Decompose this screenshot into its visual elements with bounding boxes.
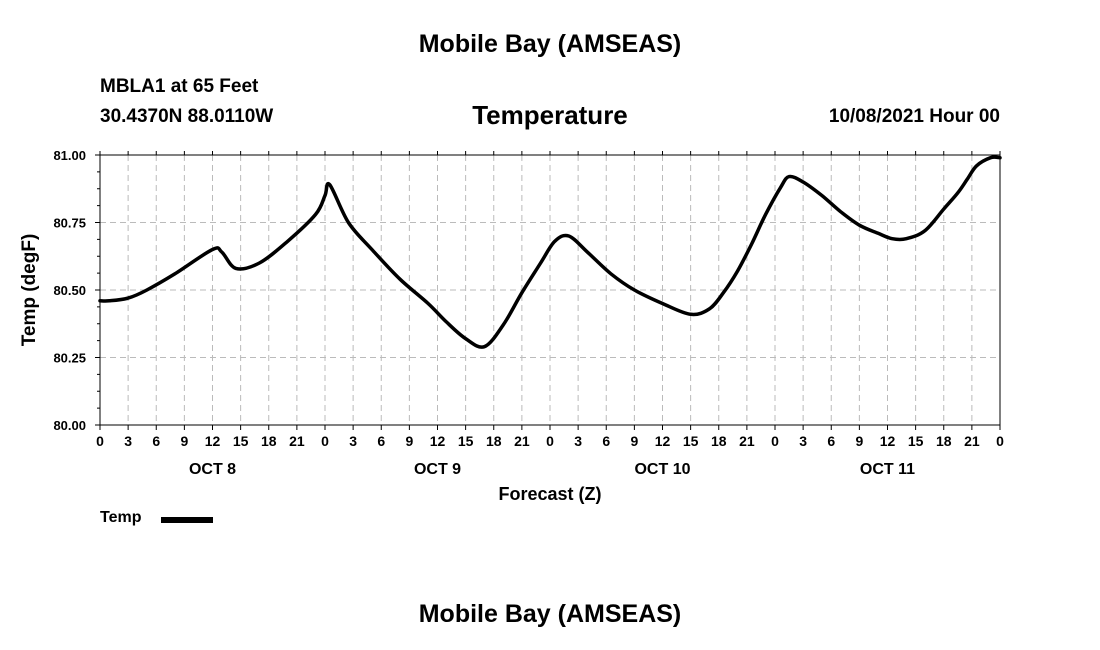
chart-title: Temperature (472, 100, 628, 130)
x-tick-label: 21 (289, 433, 305, 449)
x-tick-label: 6 (827, 433, 835, 449)
x-tick-label: 0 (996, 433, 1004, 449)
legend-swatch (161, 517, 213, 523)
day-label: OCT 11 (860, 461, 915, 478)
page-title: Mobile Bay (AMSEAS) (418, 30, 682, 58)
y-axis-title: Temp (degF) (19, 234, 40, 347)
x-tick-label: 15 (683, 433, 699, 449)
x-tick-label: 0 (771, 433, 779, 449)
x-tick-label: 6 (152, 433, 160, 449)
x-tick-label: 9 (180, 433, 188, 449)
x-tick-label: 3 (799, 433, 807, 449)
x-tick-label: 15 (233, 433, 249, 449)
day-label: OCT 8 (189, 461, 236, 478)
coordinates-label: 30.4370N 88.0110W (100, 106, 274, 127)
x-tick-label: 18 (486, 433, 502, 449)
x-tick-label: 12 (655, 433, 671, 449)
x-tick-label: 21 (964, 433, 980, 449)
x-tick-label: 0 (546, 433, 554, 449)
x-tick-label: 6 (602, 433, 610, 449)
y-tick-label: 80.00 (53, 418, 86, 433)
x-tick-label: 12 (205, 433, 221, 449)
x-tick-label: 6 (377, 433, 385, 449)
day-label: OCT 9 (414, 461, 461, 478)
x-tick-label: 18 (261, 433, 277, 449)
x-tick-label: 0 (96, 433, 104, 449)
station-label: MBLA1 at 65 Feet (100, 76, 259, 97)
plot-frame (99, 154, 1001, 426)
x-tick-label: 18 (711, 433, 727, 449)
x-tick-label: 12 (430, 433, 446, 449)
x-axis-title: Forecast (Z) (498, 484, 601, 504)
x-tick-label: 15 (458, 433, 474, 449)
x-tick-label: 9 (855, 433, 863, 449)
y-tick-label: 80.50 (53, 283, 86, 298)
x-tick-label: 21 (739, 433, 755, 449)
day-label: OCT 10 (634, 461, 690, 478)
series-line-temp (98, 155, 1002, 349)
x-tick-label: 21 (514, 433, 530, 449)
y-tick-label: 80.25 (53, 351, 86, 366)
footer-title: Mobile Bay (AMSEAS) (418, 600, 682, 628)
y-tick-label: 81.00 (53, 148, 86, 163)
x-tick-label: 12 (880, 433, 896, 449)
forecast-datetime: 10/08/2021 Hour 00 (828, 106, 1000, 127)
x-tick-label: 9 (405, 433, 413, 449)
x-tick-label: 3 (574, 433, 582, 449)
y-tick-label: 80.75 (53, 216, 86, 231)
legend-label: Temp (100, 509, 142, 526)
x-tick-label: 18 (936, 433, 952, 449)
x-tick-label: 3 (124, 433, 132, 449)
x-tick-label: 3 (349, 433, 357, 449)
x-tick-label: 0 (321, 433, 329, 449)
x-tick-label: 9 (630, 433, 638, 449)
x-tick-label: 15 (908, 433, 924, 449)
